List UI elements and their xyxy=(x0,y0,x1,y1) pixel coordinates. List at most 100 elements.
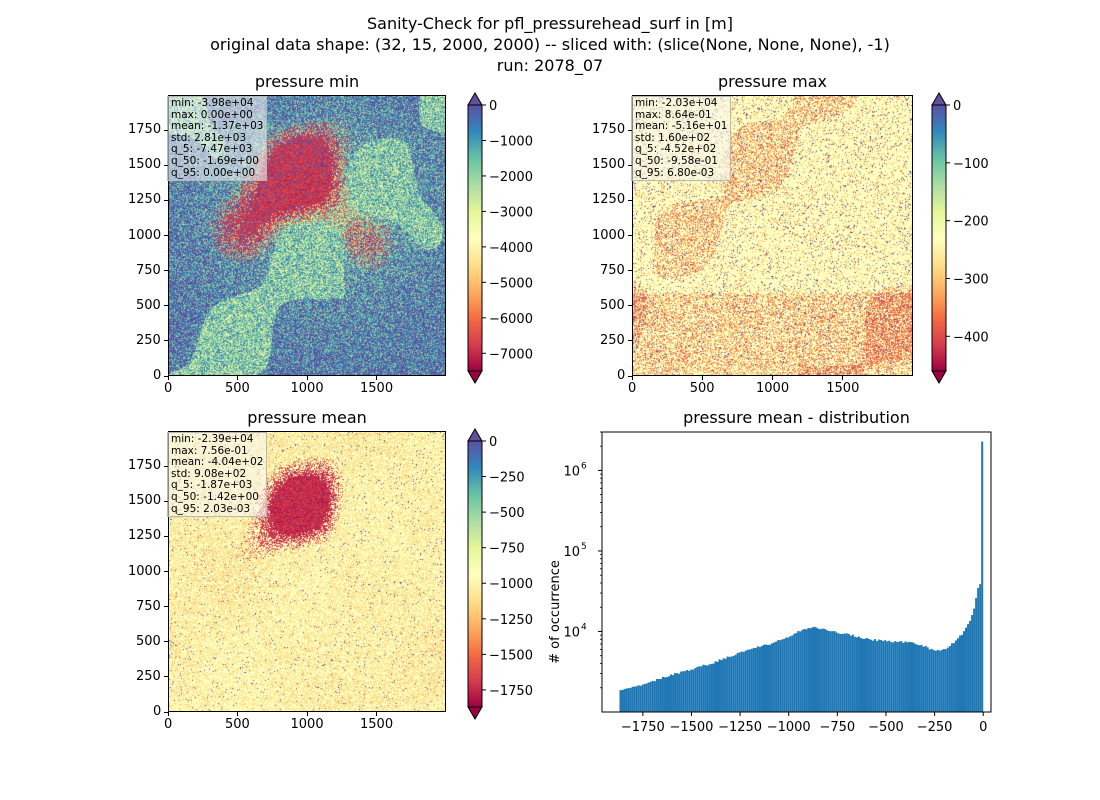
histogram-bar xyxy=(775,641,778,712)
histogram-bar xyxy=(678,673,681,712)
histogram-bar xyxy=(922,646,925,712)
histogram-bar xyxy=(918,645,921,712)
y-tick-mark xyxy=(628,340,632,342)
y-tick-label: 0 xyxy=(617,368,626,383)
histogram-bar xyxy=(857,636,860,712)
histogram-bar xyxy=(946,647,949,712)
histogram-bar xyxy=(963,631,966,712)
y-tick-label: 1250 xyxy=(128,528,162,544)
histogram-bar xyxy=(916,644,919,712)
histogram-bar xyxy=(977,588,980,712)
y-tick-label: 1000 xyxy=(592,227,626,243)
stat-q50: q_50: -9.58e-01 xyxy=(635,154,718,167)
histogram-bar xyxy=(847,633,850,712)
histogram-bar xyxy=(676,673,679,712)
y-tick-mark xyxy=(164,676,168,678)
histogram-bar xyxy=(884,640,887,712)
histogram-bar xyxy=(641,684,644,712)
histogram-bar xyxy=(938,650,941,712)
histogram-bar xyxy=(942,649,945,712)
y-tick-label: 1250 xyxy=(128,192,162,208)
histogram-bar xyxy=(696,666,699,712)
histogram-bar xyxy=(680,671,683,712)
histogram-bar xyxy=(952,643,955,712)
y-tick-label: 1750 xyxy=(128,122,162,138)
stat-q95: q_95: 6.80e-03 xyxy=(635,166,715,179)
y-tick-label: 0 xyxy=(153,368,162,383)
histogram-bar xyxy=(807,628,810,712)
histogram-bar xyxy=(904,641,907,712)
x-tick-mark xyxy=(167,712,169,716)
histogram-bar xyxy=(932,650,935,712)
x-tick-label: 1500 xyxy=(826,381,860,396)
colorbar-extend-min xyxy=(931,370,947,384)
histogram-bar xyxy=(621,690,624,712)
colorbar-tick-label: −5000 xyxy=(489,276,533,291)
colorbar-gradient xyxy=(932,105,946,371)
histogram-bar xyxy=(948,646,951,712)
histogram-bar xyxy=(900,641,903,712)
histogram-bar xyxy=(657,679,660,712)
histogram-bar xyxy=(712,663,715,712)
histogram-bar xyxy=(773,642,776,712)
x-tick-label: −250 xyxy=(917,720,953,735)
histogram-bar xyxy=(934,650,937,712)
y-tick-mark xyxy=(164,500,168,502)
histogram-bar xyxy=(803,628,806,712)
suptitle-line1: Sanity-Check for pfl_pressurehead_surf i… xyxy=(367,14,733,33)
histogram-bar xyxy=(835,632,838,712)
y-tick-mark xyxy=(164,571,168,572)
y-tick-mark xyxy=(628,305,632,307)
histogram-chart: −1750 −1500 −1250 −1000 −750 −500 −250 010 410 51… xyxy=(548,431,992,735)
histogram-bar xyxy=(785,637,788,712)
histogram-bar xyxy=(892,642,895,712)
histogram-bar xyxy=(926,647,929,712)
stats-box-pressure-min: min: -3.98e+04 max: 0.00e+00 mean: -1.37e+… xyxy=(167,96,268,182)
histogram-bar xyxy=(821,628,824,712)
x-tick-mark xyxy=(842,376,844,380)
y-tick-exponent: 6 xyxy=(581,461,587,471)
y-tick-label: 750 xyxy=(136,598,161,614)
stat-q5: q_5: -4.52e+02 xyxy=(635,143,717,156)
histogram-bar xyxy=(864,638,867,712)
y-tick-mark xyxy=(164,606,168,608)
x-tick-mark xyxy=(237,376,238,380)
histogram-bar xyxy=(730,656,733,712)
y-tick-label: 500 xyxy=(136,297,161,313)
colorbar-tick-label: −2000 xyxy=(489,170,533,185)
histogram-bar xyxy=(635,686,638,712)
histogram-bar xyxy=(849,635,852,712)
histogram-bar xyxy=(665,677,669,712)
histogram-bar xyxy=(708,664,711,712)
histogram-bar xyxy=(734,654,737,712)
histogram-bar xyxy=(898,641,901,712)
y-tick-label: 500 xyxy=(136,633,161,649)
histogram-bar xyxy=(950,643,953,712)
histogram-bar xyxy=(967,624,970,712)
histogram-bar xyxy=(944,649,947,712)
histogram-bar xyxy=(756,646,759,712)
stat-q5: q_5: -1.87e+03 xyxy=(171,479,253,492)
x-tick-mark xyxy=(306,376,308,380)
histogram-bar xyxy=(831,631,834,712)
histogram-bar xyxy=(633,686,636,712)
stat-min: min: -2.03e+04 xyxy=(635,97,718,109)
panel-title-pressure-mean: pressure mean xyxy=(247,408,367,427)
histogram-frame xyxy=(601,431,992,713)
x-tick-label: 0 xyxy=(164,717,173,732)
colorbar-tick-label: −1750 xyxy=(489,684,533,699)
colorbar-extend-max xyxy=(467,92,483,106)
x-tick-label: 1000 xyxy=(756,381,790,396)
histogram-bar xyxy=(720,660,723,712)
stat-std: std: 1.60e+02 xyxy=(635,131,711,144)
histogram-bar xyxy=(811,627,814,712)
x-tick-label: 0 xyxy=(979,720,987,735)
histogram-bar xyxy=(801,629,804,712)
histogram-bar xyxy=(843,633,846,712)
histogram-bar xyxy=(682,671,685,712)
y-tick-mark xyxy=(164,129,168,131)
histogram-bar xyxy=(845,633,848,712)
histogram-bar xyxy=(809,628,812,712)
colorbar-tick-label: −250 xyxy=(489,471,525,486)
histogram-bar xyxy=(649,681,652,712)
